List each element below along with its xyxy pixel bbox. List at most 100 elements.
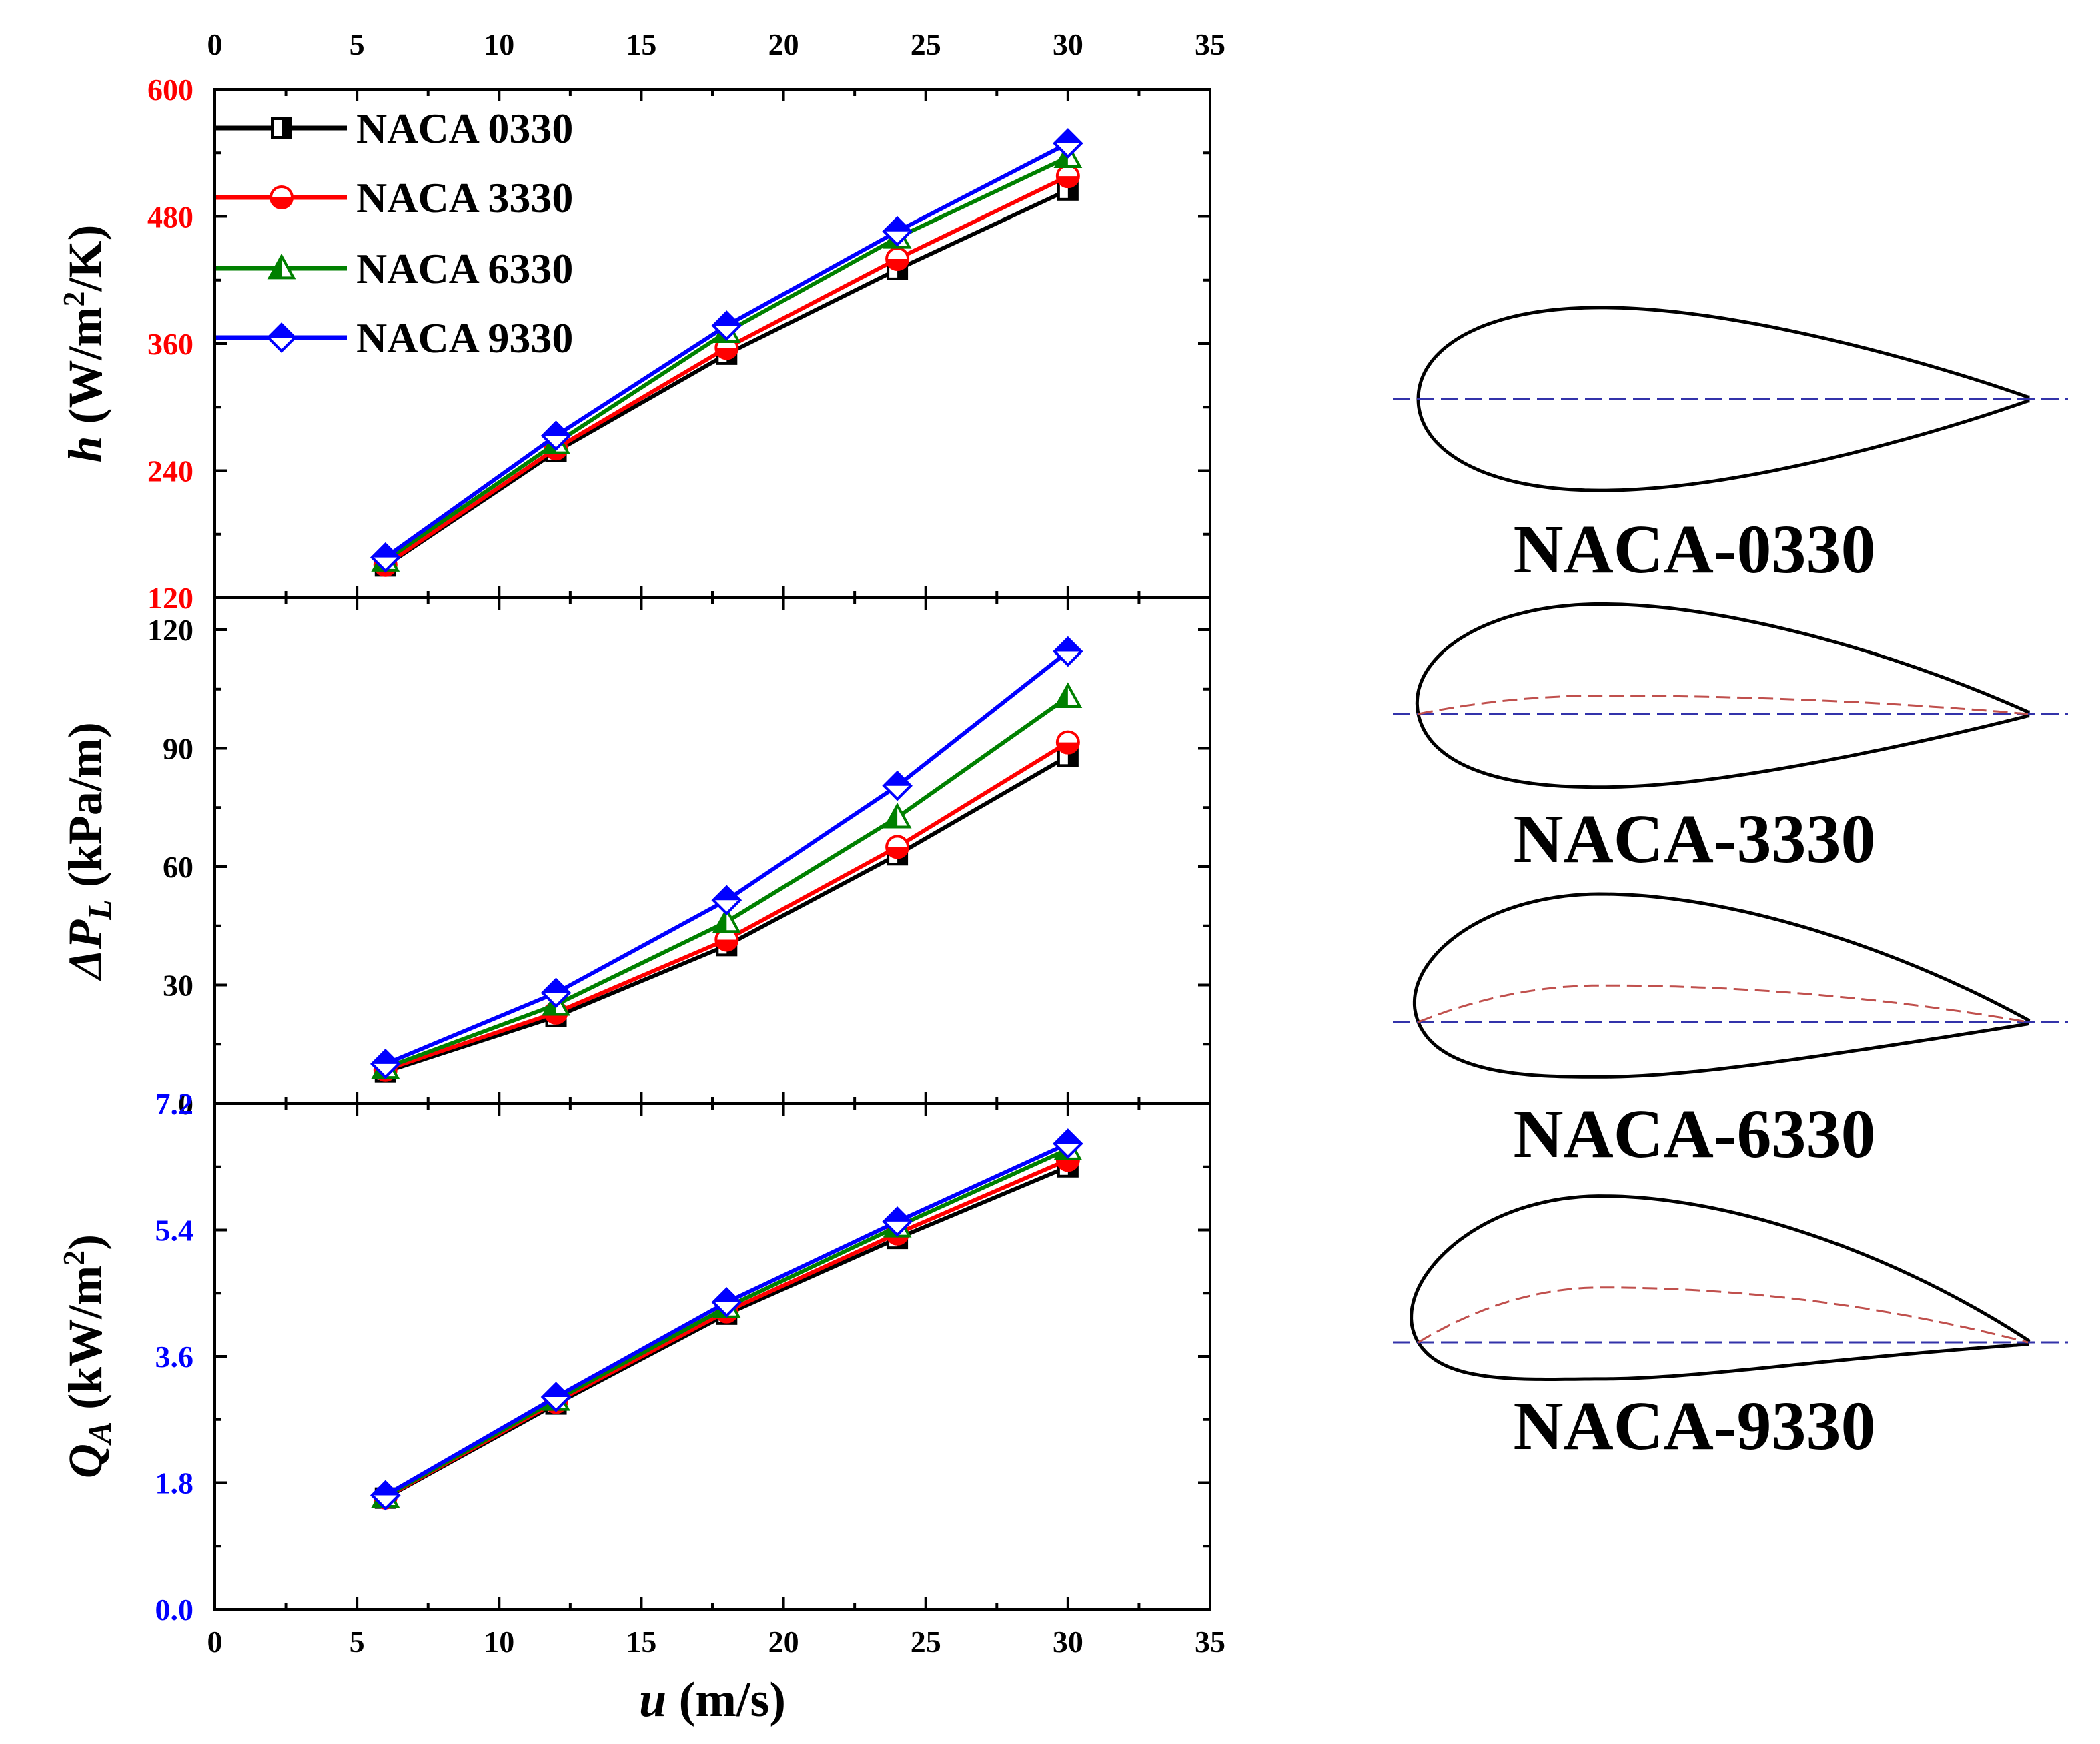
y-tick-label: 0.0 (155, 1593, 194, 1627)
data-point (266, 322, 297, 353)
data-point (1053, 128, 1083, 159)
y-label-unit: (kW/m (59, 1266, 112, 1422)
data-point (1053, 1128, 1083, 1159)
series-naca-6330 (371, 682, 1083, 1079)
marker-half-fill (713, 887, 740, 901)
data-point (885, 835, 910, 859)
y-axis-label: ΔPL (kPa/m) (59, 722, 118, 981)
y-tick-label: 0 (178, 1087, 193, 1121)
data-point (540, 420, 572, 451)
x-tick-label: 25 (911, 1625, 941, 1659)
marker-half-fill (885, 805, 898, 827)
y-label-symbol: h (59, 436, 112, 462)
series-naca-9330 (370, 1128, 1083, 1511)
panel-q: 0.0 1.8 3.6 5.4 7.2 QA (kW/m2) (57, 1087, 1211, 1627)
airfoil-naca-9330: NACA-9330 (1393, 1194, 2068, 1464)
camber-line (1418, 695, 2029, 715)
y-label-unit: (kPa/m) (59, 722, 112, 899)
data-point (1055, 164, 1080, 189)
marker-half-fill (372, 1482, 399, 1496)
airfoil-naca-6330: NACA-6330 (1393, 892, 2068, 1172)
series-naca-0330 (374, 1156, 1079, 1509)
airfoil-naca-3330: NACA-3330 (1393, 602, 2068, 877)
data-point (271, 117, 292, 139)
marker-half-fill (542, 1384, 570, 1398)
x-tick-label-top: 30 (1053, 27, 1083, 61)
y-axis-label: QA (kW/m2) (57, 1234, 118, 1478)
airfoil-label: NACA-6330 (1513, 1096, 1875, 1172)
marker-half-fill (887, 847, 909, 858)
y-label-symbol: ΔP (59, 919, 112, 981)
data-point (882, 770, 913, 801)
data-point (1053, 682, 1083, 708)
y-tick-label: 1.8 (155, 1466, 194, 1500)
marker-half-fill (884, 1208, 911, 1222)
marker-half-fill (716, 939, 738, 951)
x-tick-label-top: 10 (484, 27, 514, 61)
series-naca-3330 (373, 1148, 1080, 1510)
y-tick-label: 360 (147, 327, 193, 361)
y-tick-label: 3.6 (155, 1340, 194, 1374)
marker-half-fill (887, 259, 909, 270)
marker-half-fill (1057, 742, 1079, 753)
data-point (370, 1480, 401, 1511)
airfoil-profiles: NACA-0330 NACA-3330 NACA-6330 NACA-9330 (1393, 306, 2068, 1464)
y-axis-label: h (W/m2/K) (57, 225, 112, 463)
x-tick-label-top: 20 (768, 27, 799, 61)
marker-half-fill (372, 544, 399, 558)
y-tick-label: 480 (147, 200, 193, 234)
marker-half-fill (713, 312, 740, 326)
legend-label: NACA 6330 (356, 245, 573, 292)
x-tick-label: 0 (207, 1625, 223, 1659)
marker-half-fill (268, 324, 295, 338)
y-tick-label: 5.4 (155, 1214, 194, 1248)
marker-half-fill (542, 422, 570, 436)
marker-half-fill (270, 256, 282, 278)
marker-half-fill (542, 979, 570, 993)
series-naca-0330 (374, 179, 1079, 577)
data-point (714, 927, 739, 952)
airfoil-label: NACA-0330 (1513, 511, 1875, 588)
camber-line (1418, 1286, 2029, 1344)
marker-half-fill (884, 217, 911, 232)
data-point (883, 802, 912, 829)
y-label-unit-tail: /K) (59, 225, 112, 292)
y-tick-label: 120 (147, 613, 193, 647)
legend-label: NACA 9330 (356, 314, 573, 362)
x-tick-label-top: 15 (626, 27, 656, 61)
data-point (711, 885, 742, 916)
marker-half-fill (716, 348, 738, 359)
marker-half-fill (1055, 685, 1068, 707)
y-label-subscript: L (81, 899, 118, 921)
marker-half-fill (1057, 1160, 1079, 1171)
legend-entry: NACA 6330 (216, 245, 573, 292)
x-tick-label: 5 (350, 1625, 365, 1659)
series-line (384, 695, 1069, 1070)
y-tick-label: 30 (163, 969, 193, 1003)
marker-half-fill (1054, 638, 1081, 652)
marker-half-fill (1054, 129, 1081, 143)
data-point (712, 907, 741, 933)
legend-label: NACA 0330 (356, 105, 573, 152)
series-naca-3330 (373, 164, 1080, 577)
x-label-unit: (m/s) (666, 1673, 786, 1727)
y-label-subscript: A (81, 1422, 118, 1446)
x-tick-label-top: 25 (911, 27, 941, 61)
panel-frame (213, 596, 1211, 1105)
panel-frame (213, 1102, 1211, 1611)
camber-line (1418, 984, 2029, 1023)
data-point (882, 215, 913, 247)
series-line (384, 174, 1069, 567)
data-point (267, 253, 296, 280)
series-line (384, 650, 1069, 1066)
airfoil-label: NACA-3330 (1513, 801, 1875, 877)
marker-half-fill (372, 1050, 399, 1064)
marker-half-fill (1054, 1130, 1081, 1144)
y-label-superscript: 2 (57, 291, 91, 306)
airfoil-outline (1410, 1194, 2031, 1381)
marker-half-fill (714, 909, 727, 932)
legend-entry: NACA 0330 (216, 105, 573, 152)
airfoil-outline (1415, 602, 2030, 789)
data-point (540, 977, 572, 1009)
legend-entry: NACA 9330 (216, 314, 573, 362)
